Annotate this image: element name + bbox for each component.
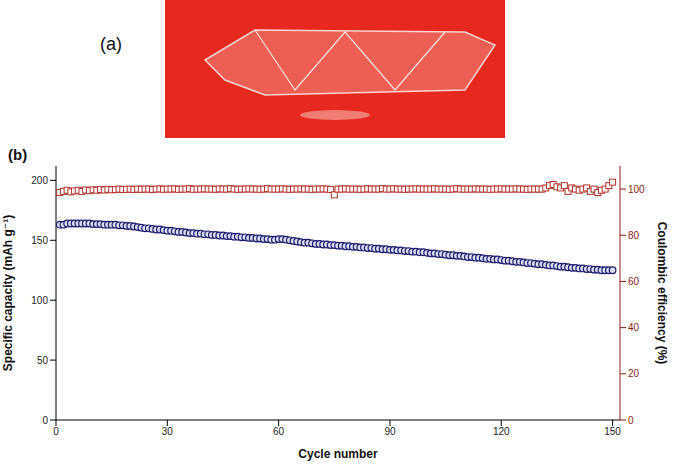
svg-text:100: 100 bbox=[628, 184, 645, 195]
html-text:(b): (b) bbox=[8, 146, 28, 163]
svg-text:100: 100 bbox=[31, 295, 48, 306]
svg-text:120: 120 bbox=[493, 426, 510, 437]
svg-text:0: 0 bbox=[628, 415, 634, 426]
svg-text:20: 20 bbox=[628, 368, 640, 379]
svg-text:Specific capacity (mAh g⁻¹): Specific capacity (mAh g⁻¹) bbox=[1, 215, 15, 371]
svg-text:60: 60 bbox=[273, 426, 285, 437]
svg-text:80: 80 bbox=[628, 230, 640, 241]
svg-text:40: 40 bbox=[628, 322, 640, 333]
svg-text:90: 90 bbox=[384, 426, 396, 437]
svg-text:0: 0 bbox=[53, 426, 59, 437]
svg-text:Cycle number: Cycle number bbox=[298, 447, 378, 461]
svg-text:Coulombic efficiency (%): Coulombic efficiency (%) bbox=[655, 222, 669, 365]
svg-text:150: 150 bbox=[31, 235, 48, 246]
html-text:(a): (a) bbox=[100, 34, 122, 54]
svg-text:30: 30 bbox=[162, 426, 174, 437]
svg-text:50: 50 bbox=[37, 355, 49, 366]
svg-text:0: 0 bbox=[42, 415, 48, 426]
svg-text:60: 60 bbox=[628, 276, 640, 287]
svg-text:150: 150 bbox=[604, 426, 621, 437]
svg-text:200: 200 bbox=[31, 175, 48, 186]
